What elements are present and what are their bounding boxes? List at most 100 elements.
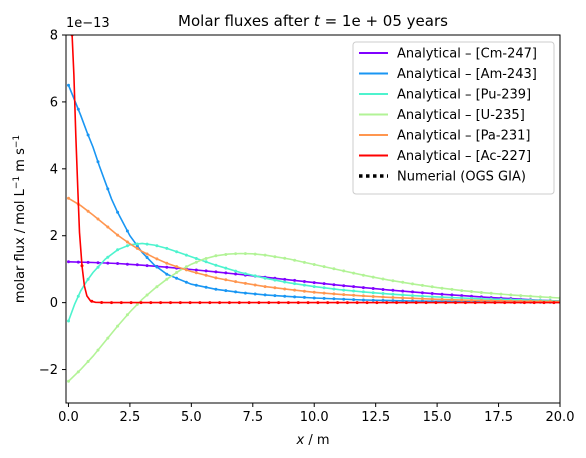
numerical-point bbox=[352, 298, 356, 302]
numerical-point bbox=[293, 258, 297, 262]
numerical-point bbox=[411, 299, 414, 303]
numerical-point bbox=[145, 242, 149, 246]
numerical-point bbox=[214, 270, 218, 274]
numerical-point bbox=[342, 284, 346, 288]
x-tick-label: 15.0 bbox=[423, 410, 452, 425]
numerical-point bbox=[430, 295, 434, 299]
x-tick-label: 10.0 bbox=[300, 410, 329, 425]
numerical-point bbox=[509, 293, 513, 297]
numerical-point bbox=[204, 285, 208, 289]
numerical-point bbox=[194, 283, 198, 287]
numerical-point bbox=[208, 301, 212, 305]
x-axis-label: x / m bbox=[295, 433, 329, 448]
y-tick-label: 2 bbox=[50, 229, 58, 244]
numerical-point bbox=[159, 301, 163, 305]
numerical-point bbox=[76, 260, 80, 264]
numerical-point bbox=[479, 291, 483, 294]
y-axis-ticks: −2 0 2 4 6 8 bbox=[39, 29, 66, 378]
numerical-point bbox=[411, 290, 414, 294]
numerical-point bbox=[312, 263, 316, 266]
numerical-point bbox=[224, 289, 228, 293]
y-tick-label: −2 bbox=[39, 363, 58, 378]
numerical-point bbox=[106, 255, 110, 259]
numerical-point bbox=[391, 279, 395, 283]
numerical-point bbox=[165, 265, 169, 269]
numerical-point bbox=[411, 282, 414, 286]
legend-entry-label: Analytical – [Cm-247] bbox=[397, 47, 537, 62]
numerical-point bbox=[224, 278, 228, 282]
numerical-points-analytical-u-235 bbox=[67, 252, 560, 383]
numerical-point bbox=[401, 296, 405, 300]
numerical-point bbox=[483, 301, 487, 305]
numerical-point bbox=[322, 296, 326, 300]
numerical-point bbox=[184, 280, 188, 284]
numerical-point bbox=[135, 302, 139, 306]
numerical-point bbox=[86, 133, 90, 137]
numerical-point bbox=[116, 248, 120, 252]
numerical-point bbox=[552, 301, 556, 305]
numerical-point bbox=[178, 301, 182, 305]
numerical-point bbox=[165, 272, 169, 276]
numerical-point bbox=[440, 295, 444, 299]
numerical-point bbox=[224, 266, 228, 270]
numerical-point bbox=[86, 209, 90, 213]
legend-box bbox=[352, 41, 555, 195]
numerical-point bbox=[283, 287, 287, 291]
numerical-point bbox=[184, 268, 188, 272]
numerical-point bbox=[434, 301, 438, 305]
numerical-point bbox=[499, 299, 503, 303]
x-tick-label: 5.0 bbox=[181, 410, 202, 425]
numerical-point bbox=[420, 297, 424, 301]
numerical-point bbox=[224, 253, 228, 256]
numerical-point bbox=[125, 244, 129, 248]
numerical-point bbox=[106, 261, 110, 265]
numerical-point bbox=[371, 287, 375, 290]
numerical-point bbox=[283, 256, 287, 260]
numerical-point bbox=[316, 301, 320, 305]
numerical-point bbox=[96, 348, 100, 352]
numerical-point bbox=[175, 271, 179, 274]
x-tick-label: 7.5 bbox=[242, 410, 263, 425]
numerical-point bbox=[283, 277, 287, 281]
x-tick-label: 2.5 bbox=[120, 410, 141, 425]
numerical-point bbox=[116, 324, 120, 328]
numerical-point bbox=[296, 301, 300, 305]
numerical-point bbox=[293, 282, 297, 286]
numerical-point bbox=[227, 301, 231, 305]
numerical-point bbox=[169, 301, 172, 305]
numerical-point bbox=[401, 289, 405, 293]
numerical-point bbox=[424, 301, 428, 305]
numerical-point bbox=[67, 319, 70, 323]
numerical-point bbox=[204, 273, 208, 277]
numerical-point bbox=[283, 280, 287, 284]
numerical-point bbox=[473, 301, 477, 305]
numerical-point bbox=[247, 301, 251, 305]
numerical-point bbox=[283, 294, 287, 298]
numerical-point bbox=[322, 282, 326, 286]
numerical-point bbox=[145, 256, 149, 259]
series-line-analytical-u-235 bbox=[67, 252, 560, 382]
numerical-point bbox=[165, 261, 169, 265]
numerical-point bbox=[273, 294, 277, 298]
numerical-point bbox=[86, 360, 90, 363]
numerical-point bbox=[155, 244, 159, 248]
numerical-point bbox=[381, 298, 385, 302]
numerical-point bbox=[342, 297, 346, 301]
numerical-point bbox=[345, 301, 349, 305]
y-tick-label: 4 bbox=[50, 162, 58, 177]
numerical-point bbox=[342, 288, 346, 292]
numerical-point bbox=[440, 297, 444, 301]
numerical-point bbox=[371, 298, 375, 302]
numerical-point bbox=[165, 246, 169, 250]
numerical-point bbox=[155, 285, 159, 289]
numerical-point bbox=[430, 285, 434, 289]
numerical-point bbox=[460, 289, 464, 293]
numerical-point bbox=[218, 301, 222, 305]
numerical-point bbox=[67, 260, 70, 264]
numerical-point bbox=[513, 301, 516, 305]
numerical-point bbox=[145, 293, 149, 297]
numerical-point bbox=[194, 260, 198, 264]
numerical-point bbox=[116, 262, 120, 265]
numerical-point bbox=[355, 301, 359, 305]
numerical-point bbox=[381, 292, 385, 295]
